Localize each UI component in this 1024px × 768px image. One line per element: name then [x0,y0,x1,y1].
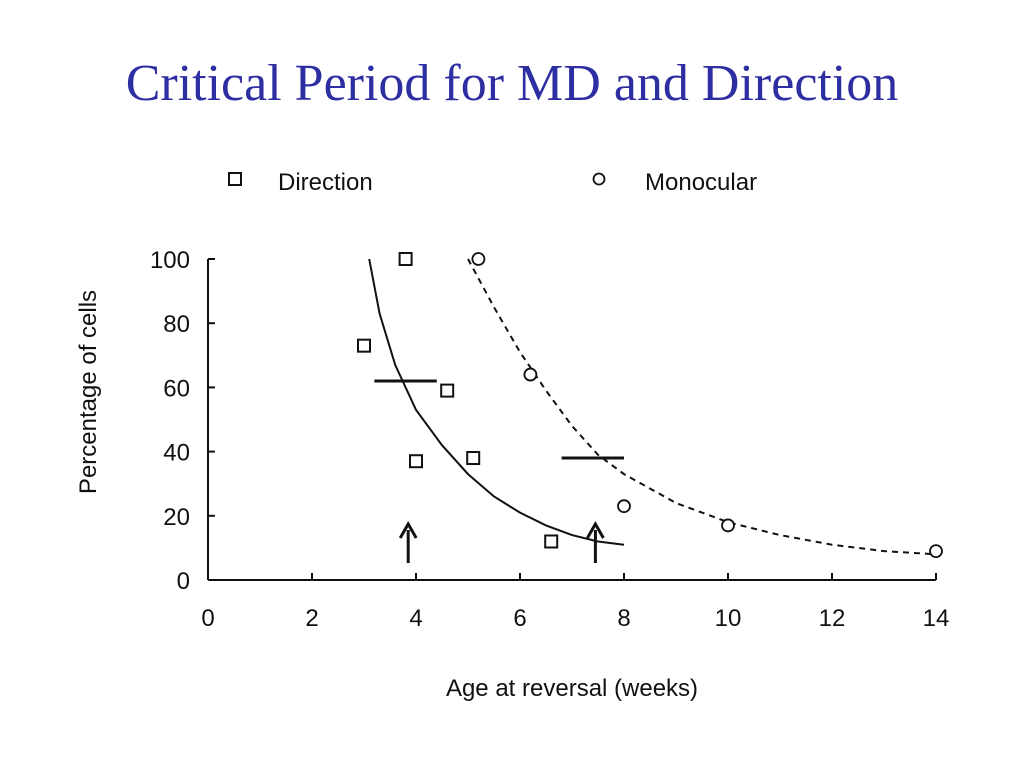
x-tick-label: 6 [513,605,526,632]
x-tick-label: 0 [201,605,214,632]
data-points [357,252,943,559]
data-point-direction [409,454,423,469]
slide-title: Critical Period for MD and Direction [125,55,899,112]
data-point-monocular [929,544,943,559]
half-markers [374,379,624,460]
legend-marker-direction [228,172,242,186]
data-point-monocular [721,518,735,533]
legend-label-direction: Direction [278,169,373,196]
y-tick-label: 80 [163,311,190,338]
arrow-head-monocular [586,520,605,539]
x-tick-label: 10 [715,605,742,632]
data-point-monocular [617,499,631,514]
data-point-direction [398,252,413,266]
x-axis-label: Age at reversal (weeks) [446,675,698,702]
y-tick-label: 40 [163,440,190,467]
y-tick-label: 20 [163,504,190,531]
fit-curves [368,258,937,556]
y-tick-label: 100 [150,247,190,274]
data-point-monocular [471,252,486,266]
data-point-direction [544,534,559,549]
x-tick-label: 14 [923,605,950,632]
x-tick-label: 8 [617,605,630,632]
axes [207,259,936,581]
y-tick-label: 0 [177,568,190,595]
legend-label-monocular: Monocular [645,169,757,196]
x-ticks: 0 2 4 6 8 10 12 14 [201,573,949,632]
x-tick-label: 4 [409,605,422,632]
legend-marker-monocular [592,172,606,186]
data-point-direction [440,383,455,398]
x-tick-label: 12 [819,605,846,632]
x-tick-label: 2 [305,605,318,632]
arrows [398,520,605,563]
legend: Direction Monocular [228,169,757,196]
data-point-direction [357,338,371,353]
data-point-direction [466,451,481,466]
data-point-monocular [523,367,538,382]
fit-curve-direction [368,258,625,546]
y-axis-label: Percentage of cells [75,290,102,494]
y-tick-label: 60 [163,375,190,402]
arrow-head-direction [398,520,418,539]
fit-curve-monocular [467,258,937,556]
y-ticks: 0 20 40 60 80 100 [150,247,215,595]
